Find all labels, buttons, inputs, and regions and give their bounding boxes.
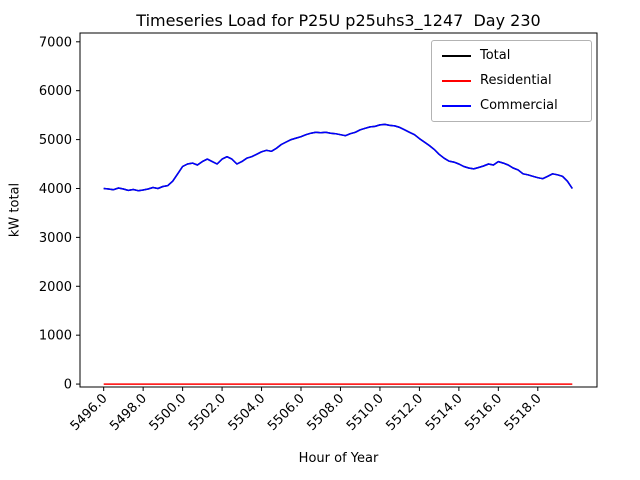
y-axis-label: kW total [7, 182, 23, 238]
x-axis-label: Hour of Year [298, 451, 379, 466]
legend-label-total: Total [480, 48, 511, 63]
x-tick-label: 5514.0 [423, 391, 466, 434]
x-tick-label: 5500.0 [147, 391, 190, 434]
y-tick-label: 3000 [39, 231, 72, 246]
x-tick-label: 5496.0 [68, 391, 111, 434]
x-tick-label: 5502.0 [186, 391, 229, 434]
legend-line-residential [442, 80, 471, 82]
y-tick-label: 5000 [39, 133, 72, 148]
x-tick-label: 5516.0 [462, 391, 505, 434]
x-tick-label: 5518.0 [502, 391, 545, 434]
x-tick-label: 5510.0 [344, 391, 387, 434]
plot-border [79, 32, 598, 388]
y-tick-label: 1000 [39, 329, 72, 344]
legend-label-commercial: Commercial [480, 98, 558, 113]
series-line-commercial [103, 123, 573, 192]
x-tick-label: 5504.0 [226, 391, 269, 434]
x-tick-label: 5498.0 [107, 391, 150, 434]
legend-label-residential: Residential [480, 73, 552, 88]
legend: Total Residential Commercial [431, 40, 592, 122]
y-tick-label: 7000 [39, 35, 72, 50]
x-tick-label: 5506.0 [265, 391, 308, 434]
chart-title: Timeseries Load for P25U p25uhs3_1247 Da… [136, 11, 541, 30]
x-tick-label: 5508.0 [305, 391, 348, 434]
legend-entry-total: Total [442, 48, 581, 64]
y-tick-label: 2000 [39, 280, 72, 295]
legend-line-total [442, 55, 471, 57]
legend-entry-residential: Residential [442, 73, 581, 89]
x-tick-label: 5512.0 [383, 391, 426, 434]
y-tick-label: 0 [64, 378, 72, 393]
y-tick-label: 6000 [39, 84, 72, 99]
y-tick-label: 4000 [39, 182, 72, 197]
legend-line-commercial [442, 105, 471, 107]
legend-entry-commercial: Commercial [442, 98, 581, 114]
